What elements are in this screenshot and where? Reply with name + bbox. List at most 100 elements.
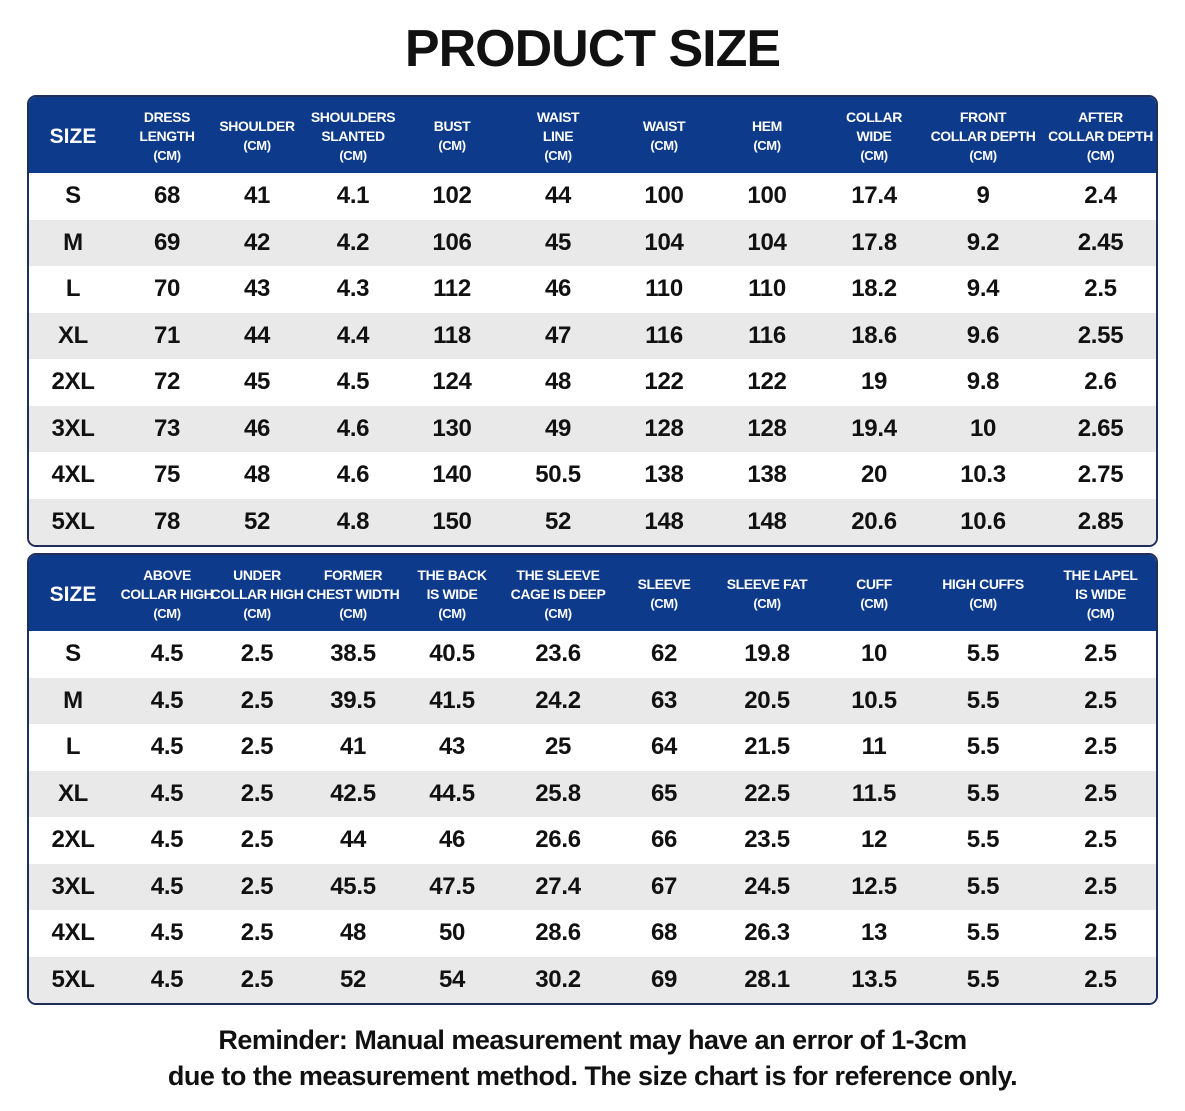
table-cell: 2.5	[240, 919, 274, 947]
table-cell: 41.5	[429, 686, 475, 714]
table-cell: 2.5	[240, 826, 274, 854]
header-label: HEM	[752, 118, 782, 134]
table-cell: 2.5	[1084, 686, 1117, 714]
table-cell: 4.8	[336, 507, 370, 535]
table-cell: 22.5	[744, 779, 790, 807]
column-header: COLLAR WIDE (CM)	[827, 97, 921, 173]
table-cell: 18.2	[851, 275, 897, 303]
header-label: AFTER	[1078, 108, 1123, 125]
table-cell: 4.5	[150, 640, 184, 668]
table-row: 3XL 73 46 4.6 130 49 128 128 19.4 10 2.65	[29, 405, 1156, 452]
header-label: THE LAPEL	[1063, 566, 1138, 583]
table-row: M 4.5 2.5 39.5 41.5 24.2 63 20.5 10.5 5.5 2.5	[29, 677, 1156, 724]
size-label-cell: M	[63, 228, 83, 256]
table-cell: 4.5	[150, 733, 184, 761]
table-cell: 24.2	[535, 686, 581, 714]
table-cell: 2.5	[240, 686, 274, 714]
table-cell: 5.5	[966, 686, 1000, 714]
reminder-line-2: due to the measurement method. The size …	[167, 1061, 1018, 1091]
table-cell: 63	[650, 686, 678, 714]
table-cell: 27.4	[535, 872, 581, 900]
table-cell: 100	[747, 182, 787, 210]
column-header: SHOULDERS SLANTED (CM)	[297, 97, 409, 173]
table-row: S 4.5 2.5 38.5 40.5 23.6 62 19.8 10 5.5 2.5	[29, 631, 1156, 678]
table-cell: 64	[650, 733, 678, 761]
table-cell: 5.5	[966, 965, 1000, 993]
header-label: LINE	[542, 127, 574, 144]
header-label: SIZE	[49, 582, 97, 606]
table-cell: 10.6	[960, 507, 1006, 535]
header-unit: (CM)	[1086, 147, 1115, 163]
table-cell: 116	[748, 321, 786, 349]
table-cell: 2.6	[1084, 368, 1117, 396]
table-cell: 9.6	[966, 321, 1000, 349]
table-cell: 2.5	[240, 640, 274, 668]
table-cell: 2.5	[240, 779, 274, 807]
table-cell: 2.5	[1084, 733, 1117, 761]
table-cell: 43	[438, 733, 466, 761]
table-row: 5XL 78 52 4.8 150 52 148 148 20.6 10.6 2.85	[29, 498, 1156, 545]
table-cell: 4.5	[150, 826, 184, 854]
table-cell: 65	[650, 779, 678, 807]
table-cell: 28.1	[744, 965, 790, 993]
table-cell: 62	[650, 640, 678, 668]
table-cell: 4.5	[150, 965, 184, 993]
header-label: COLLAR HIGH	[210, 585, 304, 602]
size-table-lower: SIZE ABOVE COLLAR HIGH (CM) UNDER COLLAR HIGH…	[27, 553, 1158, 1005]
table-cell: 2.5	[240, 965, 274, 993]
table-cell: 42	[243, 228, 271, 256]
table-cell: 47	[544, 321, 572, 349]
table-cell: 2.85	[1077, 507, 1124, 535]
size-label-cell: XL	[57, 779, 89, 807]
size-label-cell: L	[65, 733, 81, 761]
table-cell: 17.4	[851, 182, 897, 210]
header-label: THE SLEEVE	[516, 566, 600, 583]
table-cell: 138	[747, 461, 787, 489]
table-cell: 26.3	[744, 919, 790, 947]
table-row: 4XL 4.5 2.5 48 50 28.6 68 26.3 13 5.5 2.5	[29, 910, 1156, 957]
table-cell: 118	[433, 321, 471, 349]
table-cell: 11	[861, 733, 887, 761]
header-label: COLLAR DEPTH	[930, 127, 1036, 144]
table-cell: 49	[544, 414, 572, 442]
column-header: SLEEVE (CM)	[621, 555, 707, 631]
header-label: UNDER	[233, 566, 281, 583]
size-label-cell: 4XL	[51, 461, 95, 489]
size-label-cell: S	[65, 182, 81, 210]
table-cell: 13.5	[851, 965, 897, 993]
table-cell: 12.5	[851, 872, 897, 900]
table-row: XL 71 44 4.4 118 47 116 116 18.6 9.6 2.55	[29, 312, 1156, 359]
header-unit: (CM)	[860, 147, 888, 163]
table-cell: 4.5	[150, 686, 184, 714]
table-cell: 9.2	[966, 228, 1000, 256]
header-unit: (CM)	[650, 138, 678, 153]
table-cell: 13	[860, 919, 888, 947]
table-row: L 4.5 2.5 41 43 25 64 21.5 11 5.5 2.5	[29, 724, 1156, 771]
header-unit: (CM)	[969, 596, 997, 611]
table-row: 5XL 4.5 2.5 52 54 30.2 69 28.1 13.5 5.5 2.5	[29, 956, 1156, 1003]
table-cell: 50	[438, 919, 466, 947]
table-cell: 112	[433, 275, 471, 303]
table-cell: 40.5	[429, 640, 475, 668]
header-unit: (CM)	[860, 596, 888, 611]
table-cell: 24.5	[744, 872, 790, 900]
table-cell: 124	[432, 368, 472, 396]
table-cell: 39.5	[330, 686, 376, 714]
table-cell: 9.8	[966, 368, 1000, 396]
header-unit: (CM)	[544, 147, 572, 163]
table-cell: 110	[645, 275, 683, 303]
table-header-row: SIZE DRESS LENGTH (CM) SHOULDER (CM) SHOULDERS…	[29, 97, 1156, 173]
table-cell: 19.4	[851, 414, 897, 442]
table-cell: 122	[644, 368, 684, 396]
header-label: SHOULDERS	[310, 108, 396, 125]
table-cell: 2.5	[1084, 640, 1117, 668]
table-cell: 128	[644, 414, 684, 442]
table-cell: 18.6	[851, 321, 897, 349]
table-cell: 75	[153, 461, 181, 489]
table-cell: 25	[544, 733, 572, 761]
table-cell: 122	[747, 368, 787, 396]
table-cell: 2.5	[240, 733, 274, 761]
column-header: FORMER CHEST WIDTH (CM)	[297, 555, 409, 631]
column-header: THE LAPEL IS WIDE (CM)	[1045, 555, 1156, 631]
table-cell: 140	[432, 461, 472, 489]
